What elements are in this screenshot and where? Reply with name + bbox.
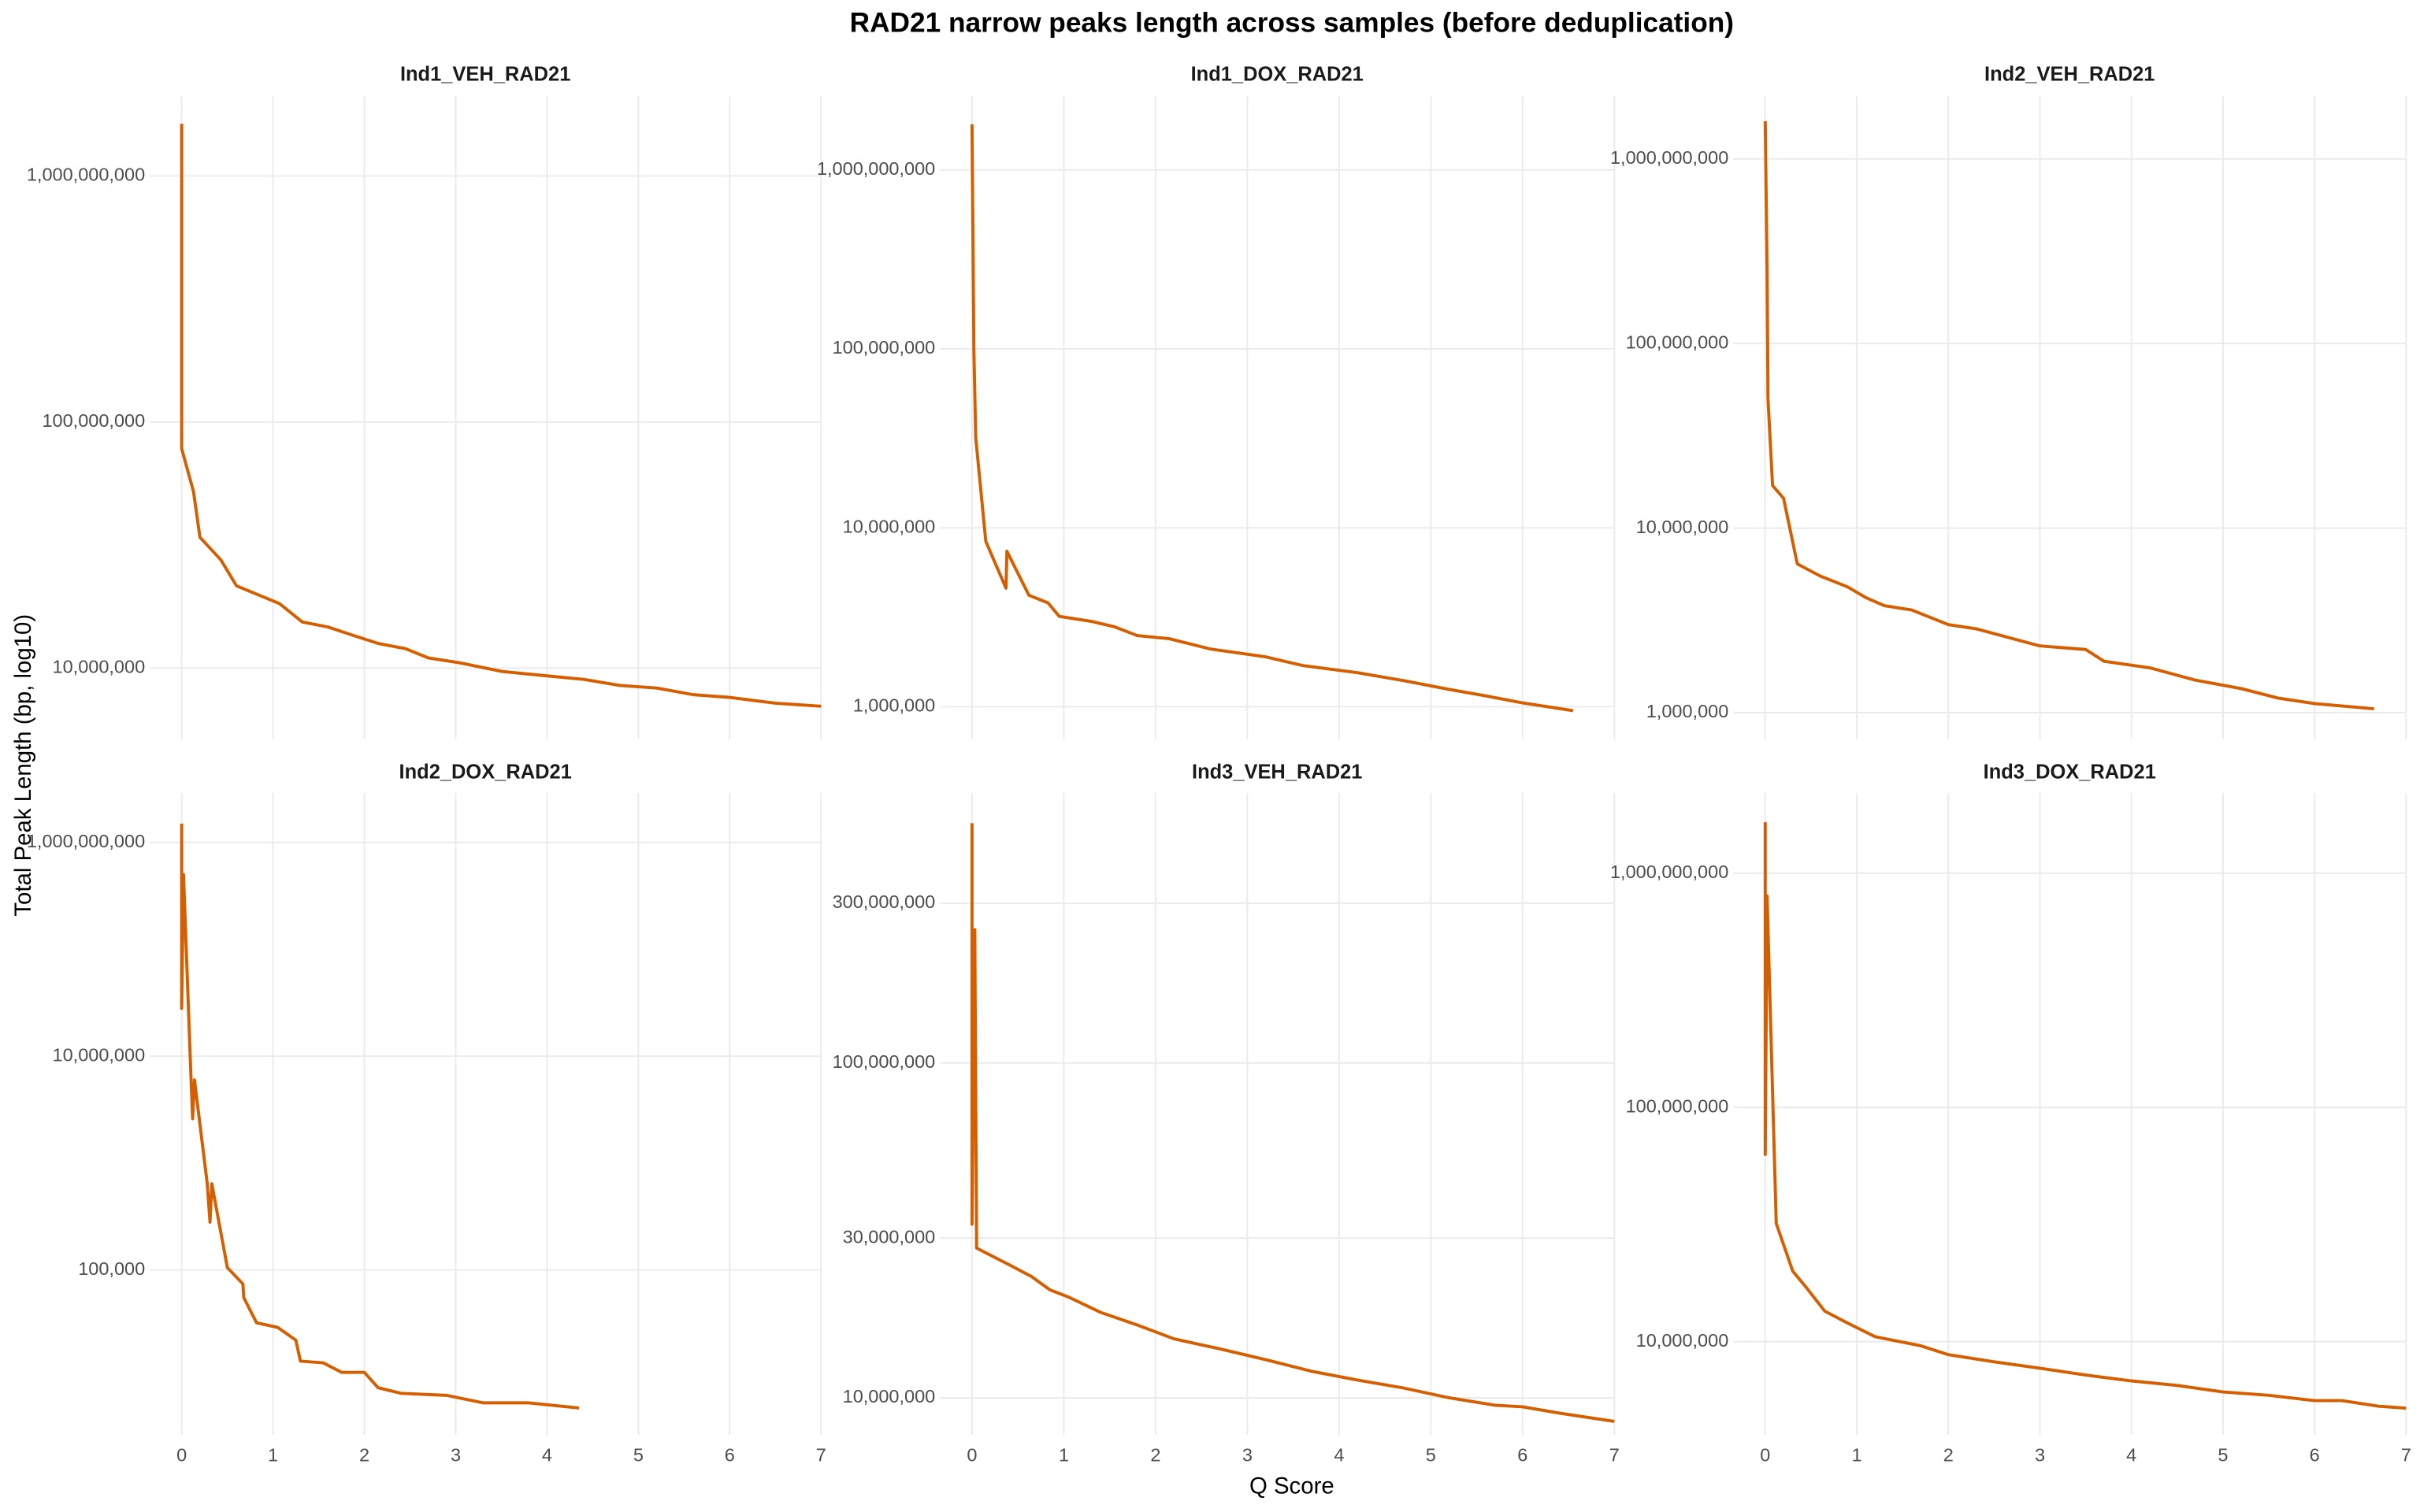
x-tick-label: 1 xyxy=(1059,1445,1069,1466)
y-tick-label: 10,000,000 xyxy=(843,516,936,536)
y-tick-label: 10,000,000 xyxy=(53,657,146,677)
y-tick-label: 1,000,000,000 xyxy=(27,165,145,185)
y-tick-label: 300,000,000 xyxy=(833,891,936,912)
y-tick-label: 1,000,000 xyxy=(853,695,936,716)
x-tick-label: 5 xyxy=(633,1445,644,1466)
x-tick-label: 6 xyxy=(1517,1445,1527,1466)
y-tick-label: 100,000,000 xyxy=(833,1051,936,1072)
x-tick-label: 1 xyxy=(1852,1445,1862,1466)
x-tick-label: 1 xyxy=(268,1445,278,1466)
x-tick-label: 3 xyxy=(1242,1445,1253,1466)
y-tick-label: 30,000,000 xyxy=(843,1226,936,1247)
y-tick-label: 10,000,000 xyxy=(53,1044,146,1065)
y-axis-label: Total Peak Length (bp, log10) xyxy=(10,614,36,917)
panel-title: Ind2_VEH_RAD21 xyxy=(1984,64,2155,86)
data-line xyxy=(970,124,1574,713)
x-tick-label: 3 xyxy=(451,1445,461,1466)
y-tick-label: 100,000,000 xyxy=(42,410,145,431)
x-tick-label: 3 xyxy=(2035,1445,2045,1466)
y-tick-label: 1,000,000 xyxy=(1646,701,1729,721)
x-tick-label: 0 xyxy=(1760,1445,1770,1466)
y-tick-label: 1,000,000,000 xyxy=(1610,147,1728,168)
x-tick-label: 5 xyxy=(1426,1445,1436,1466)
data-line xyxy=(180,823,580,1410)
data-line xyxy=(1763,822,2407,1410)
x-tick-label: 7 xyxy=(1609,1445,1620,1466)
x-tick-label: 2 xyxy=(1943,1445,1954,1466)
x-tick-label: 7 xyxy=(816,1445,826,1466)
x-tick-label: 4 xyxy=(1334,1445,1344,1466)
x-tick-label: 2 xyxy=(359,1445,369,1466)
y-tick-label: 100,000,000 xyxy=(1626,332,1729,352)
data-line xyxy=(180,124,822,708)
panel-title: Ind2_DOX_RAD21 xyxy=(399,761,572,783)
y-tick-label: 10,000,000 xyxy=(1636,1330,1729,1351)
y-tick-label: 1,000,000,000 xyxy=(27,831,145,851)
y-tick-label: 1,000,000,000 xyxy=(1610,862,1728,882)
data-line xyxy=(1763,120,2374,710)
panel-title: Ind3_DOX_RAD21 xyxy=(1984,761,2156,783)
x-tick-label: 6 xyxy=(725,1445,735,1466)
y-tick-label: 10,000,000 xyxy=(843,1386,936,1406)
x-tick-label: 5 xyxy=(2218,1445,2228,1466)
x-tick-label: 4 xyxy=(542,1445,552,1466)
x-tick-label: 7 xyxy=(2401,1445,2411,1466)
x-tick-label: 0 xyxy=(176,1445,187,1466)
x-tick-label: 0 xyxy=(967,1445,977,1466)
x-tick-label: 2 xyxy=(1150,1445,1160,1466)
x-axis-label: Q Score xyxy=(1249,1473,1334,1499)
y-tick-label: 1,000,000,000 xyxy=(817,158,935,179)
y-tick-label: 10,000,000 xyxy=(1636,517,1729,537)
y-tick-label: 100,000 xyxy=(78,1258,145,1279)
y-tick-label: 100,000,000 xyxy=(833,337,936,358)
chart-title: RAD21 narrow peaks length across samples… xyxy=(850,8,1734,39)
y-tick-label: 100,000,000 xyxy=(1626,1095,1729,1116)
panel-title: Ind3_VEH_RAD21 xyxy=(1192,761,1362,783)
panel-title: Ind1_VEH_RAD21 xyxy=(400,64,570,86)
x-tick-label: 4 xyxy=(2126,1445,2136,1466)
panel-title: Ind1_DOX_RAD21 xyxy=(1191,64,1364,86)
x-tick-label: 6 xyxy=(2310,1445,2320,1466)
data-line xyxy=(970,823,1615,1423)
